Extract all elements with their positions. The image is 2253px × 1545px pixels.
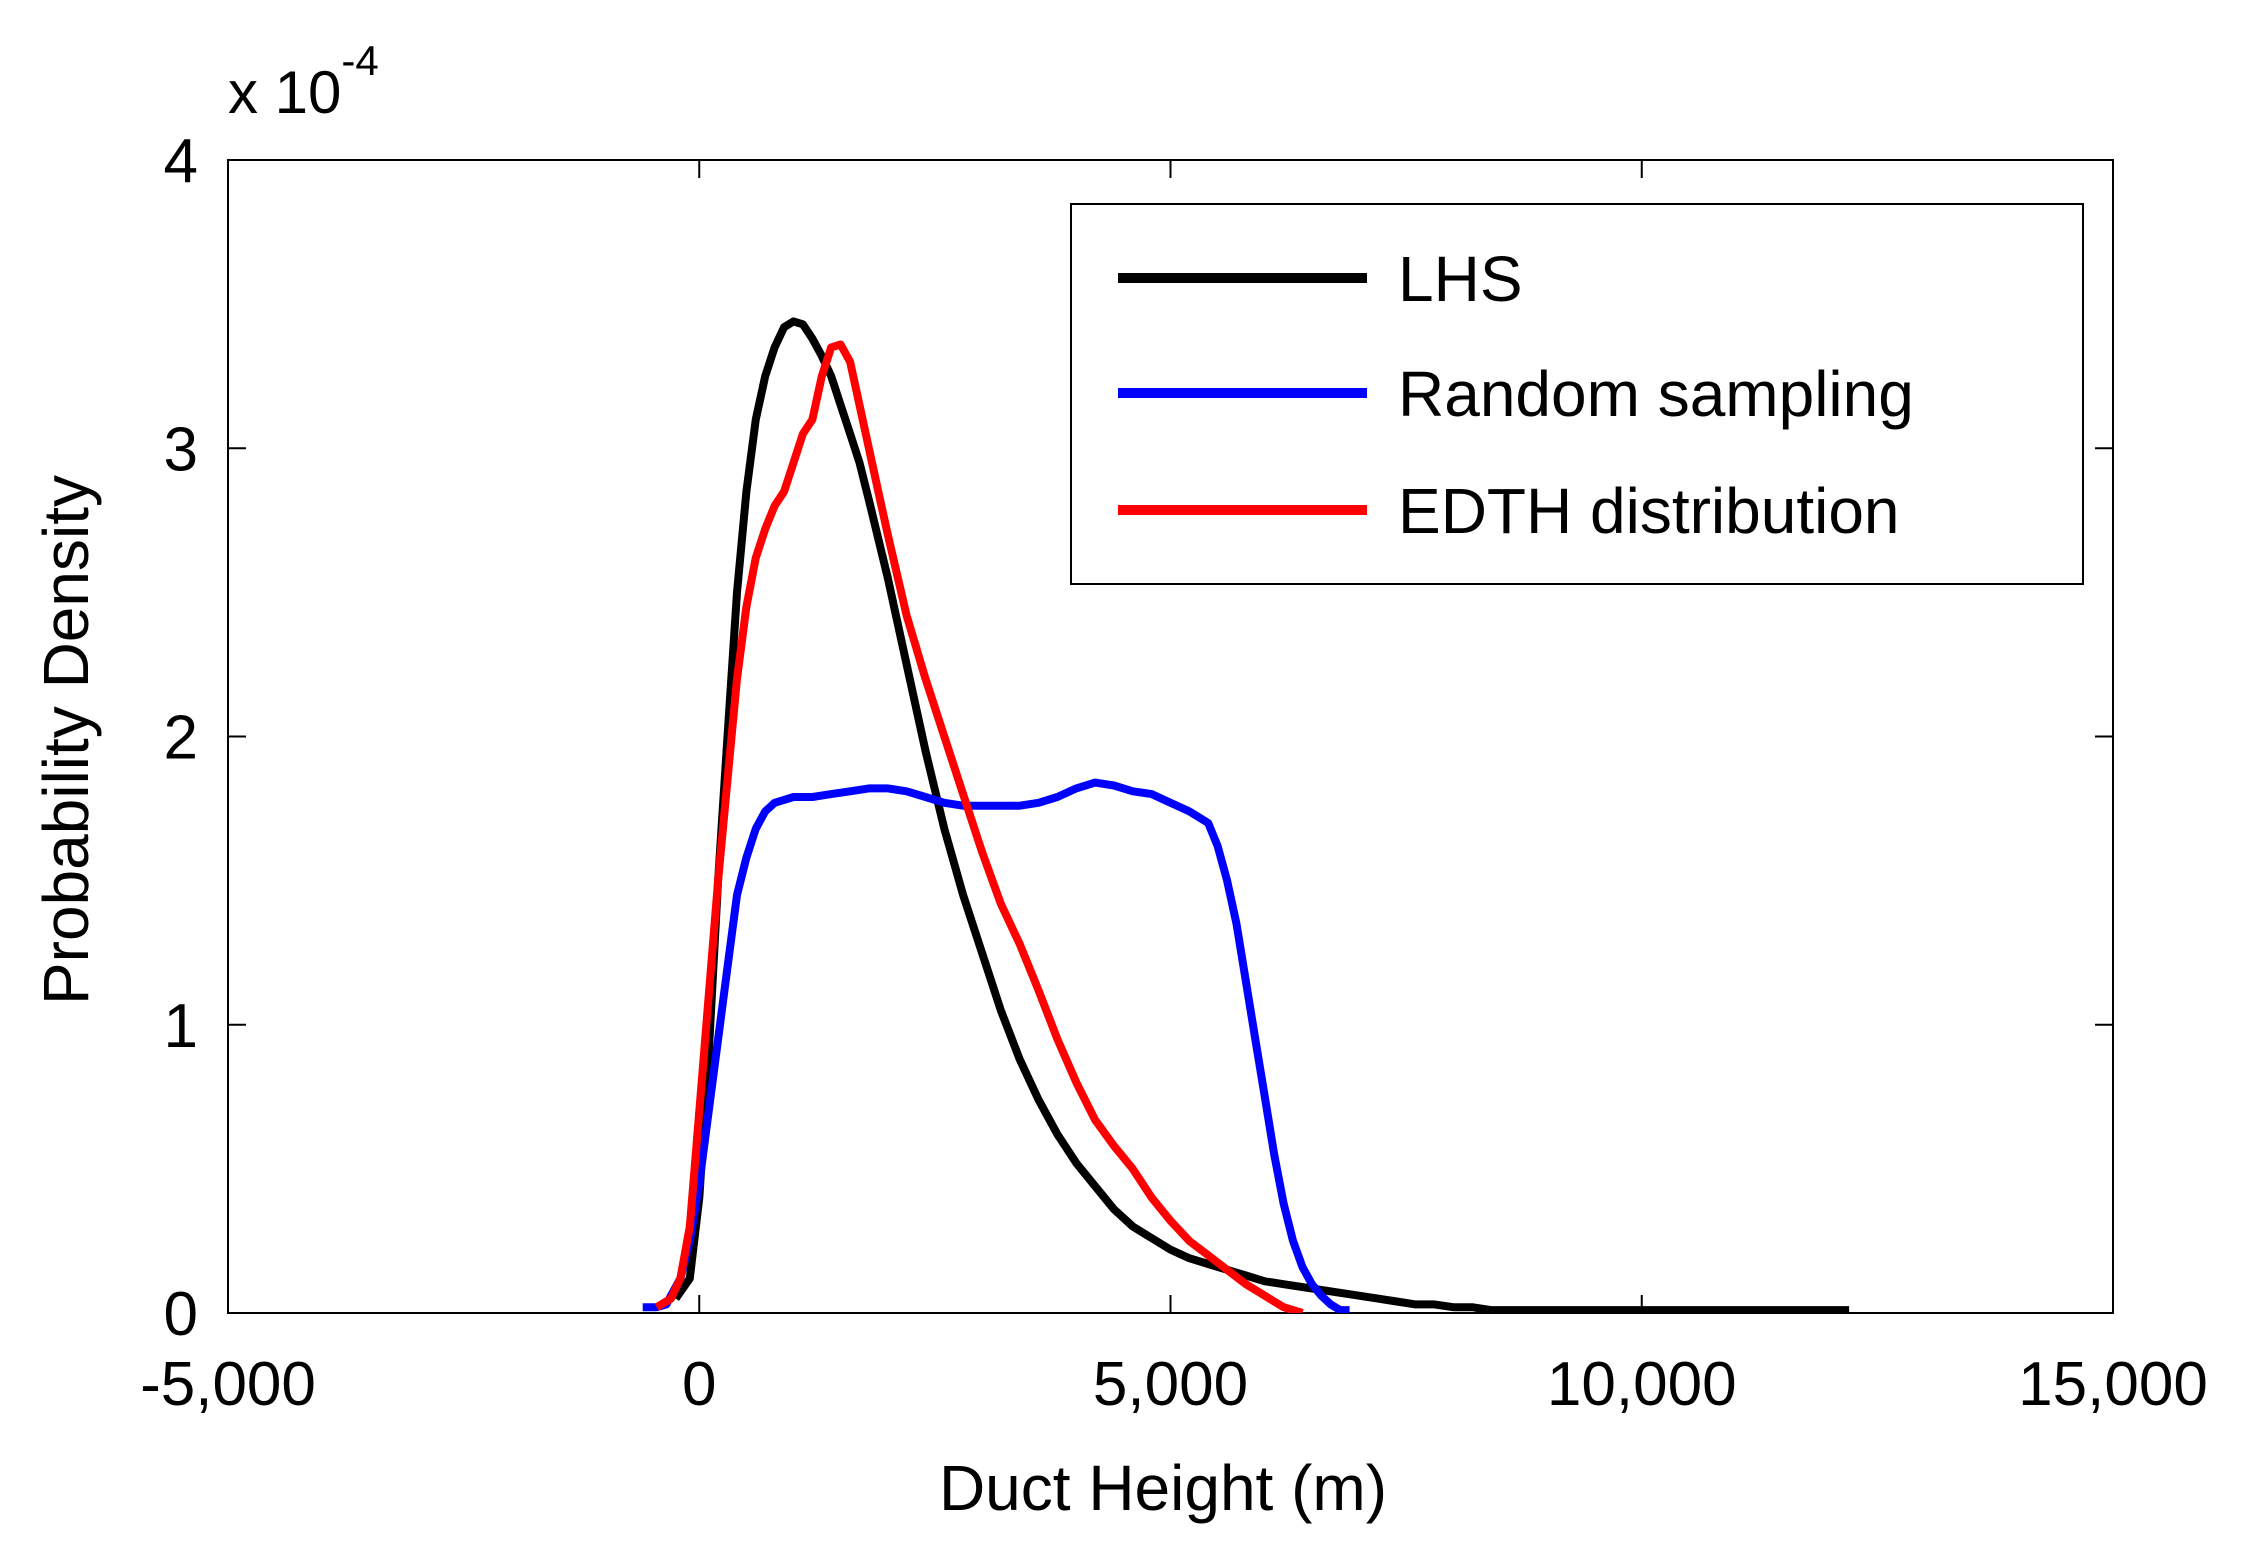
y-axis-label: Probability Density xyxy=(30,475,102,1005)
y-scale-exponent-label: x 10-4 xyxy=(228,37,379,126)
series-lines xyxy=(642,317,1850,1313)
legend-label-random-sampling: Random sampling xyxy=(1398,358,1914,430)
x-tick-label: -5,000 xyxy=(140,1350,316,1419)
x-tick-label: 5,000 xyxy=(1093,1350,1248,1419)
legend-label-edth-distribution: EDTH distribution xyxy=(1398,475,1900,547)
y-tick-label: 2 xyxy=(164,704,198,773)
axis-ticks xyxy=(227,159,2114,1314)
x-tick-label: 0 xyxy=(682,1350,716,1419)
x-axis-label: Duct Height (m) xyxy=(939,1452,1387,1524)
series-line-edth-distribution xyxy=(654,340,1304,1313)
legend-label-lhs: LHS xyxy=(1398,243,1523,315)
legend: LHS Random sampling EDTH distribution xyxy=(1070,203,2084,585)
series-line-lhs xyxy=(672,317,1850,1313)
series-line-random-sampling xyxy=(642,778,1350,1313)
y-tick-label: 3 xyxy=(164,415,198,484)
x-tick-label: 15,000 xyxy=(2018,1350,2208,1419)
y-tick-label: 0 xyxy=(164,1280,198,1349)
y-tick-label: 1 xyxy=(164,992,198,1061)
x-tick-label: 10,000 xyxy=(1547,1350,1737,1419)
y-tick-label: 4 xyxy=(164,127,198,196)
